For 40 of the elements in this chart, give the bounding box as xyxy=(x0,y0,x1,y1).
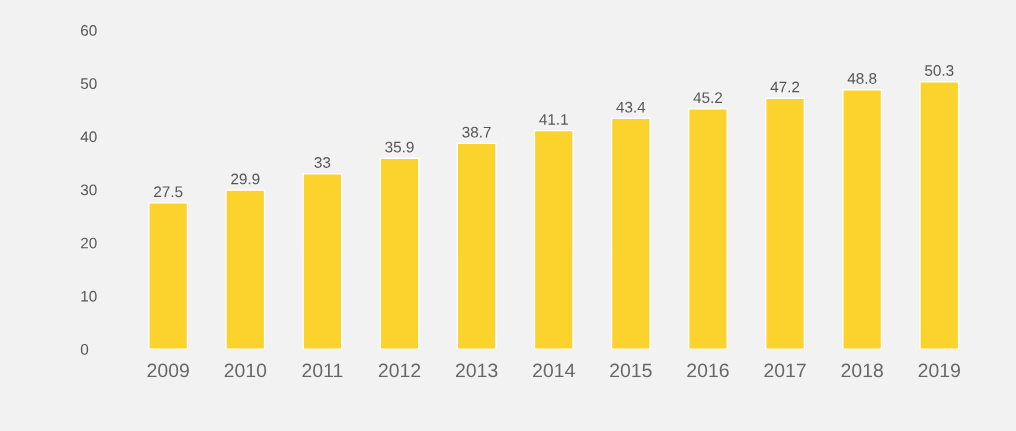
y-tick-label: 10 xyxy=(81,290,97,302)
data-label: 29.9 xyxy=(231,173,260,185)
x-tick-label: 2012 xyxy=(378,363,421,378)
bar xyxy=(456,142,497,350)
data-label: 47.2 xyxy=(770,81,800,93)
bar xyxy=(302,172,343,350)
data-label: 41.1 xyxy=(539,114,568,125)
y-tick-label: 30 xyxy=(80,184,97,196)
x-tick-label: 2014 xyxy=(533,363,575,378)
x-tick-label: 2009 xyxy=(147,363,189,378)
y-tick-label: 0 xyxy=(80,343,89,355)
x-tick-label: 2017 xyxy=(764,363,806,378)
bar xyxy=(533,129,574,350)
bar xyxy=(687,108,728,350)
data-label: 43.4 xyxy=(616,101,646,113)
bar xyxy=(919,81,960,350)
y-tick-label: 40 xyxy=(80,131,97,143)
x-tick-label: 2019 xyxy=(918,363,960,378)
x-tick-label: 2015 xyxy=(610,363,652,378)
bar xyxy=(842,89,883,350)
x-tick-label: 2016 xyxy=(687,363,729,378)
x-tick-label: 2018 xyxy=(841,363,883,378)
data-label: 35.9 xyxy=(385,141,414,153)
bar xyxy=(610,117,651,350)
data-label: 33 xyxy=(314,157,331,168)
data-label: 45.2 xyxy=(693,92,723,104)
bar xyxy=(225,189,266,350)
y-tick-label: 20 xyxy=(81,237,97,249)
x-tick-label: 2010 xyxy=(224,363,267,378)
bar xyxy=(148,202,189,350)
y-tick-label: 60 xyxy=(81,25,97,36)
bar xyxy=(765,97,806,350)
data-label: 48.8 xyxy=(847,73,877,84)
data-label: 50.3 xyxy=(925,65,954,76)
y-tick-label: 50 xyxy=(80,78,97,90)
data-label: 27.5 xyxy=(154,186,183,198)
x-tick-label: 2013 xyxy=(455,363,498,378)
bar xyxy=(379,157,420,350)
x-tick-label: 2011 xyxy=(302,363,343,378)
data-label: 38.7 xyxy=(462,126,491,138)
